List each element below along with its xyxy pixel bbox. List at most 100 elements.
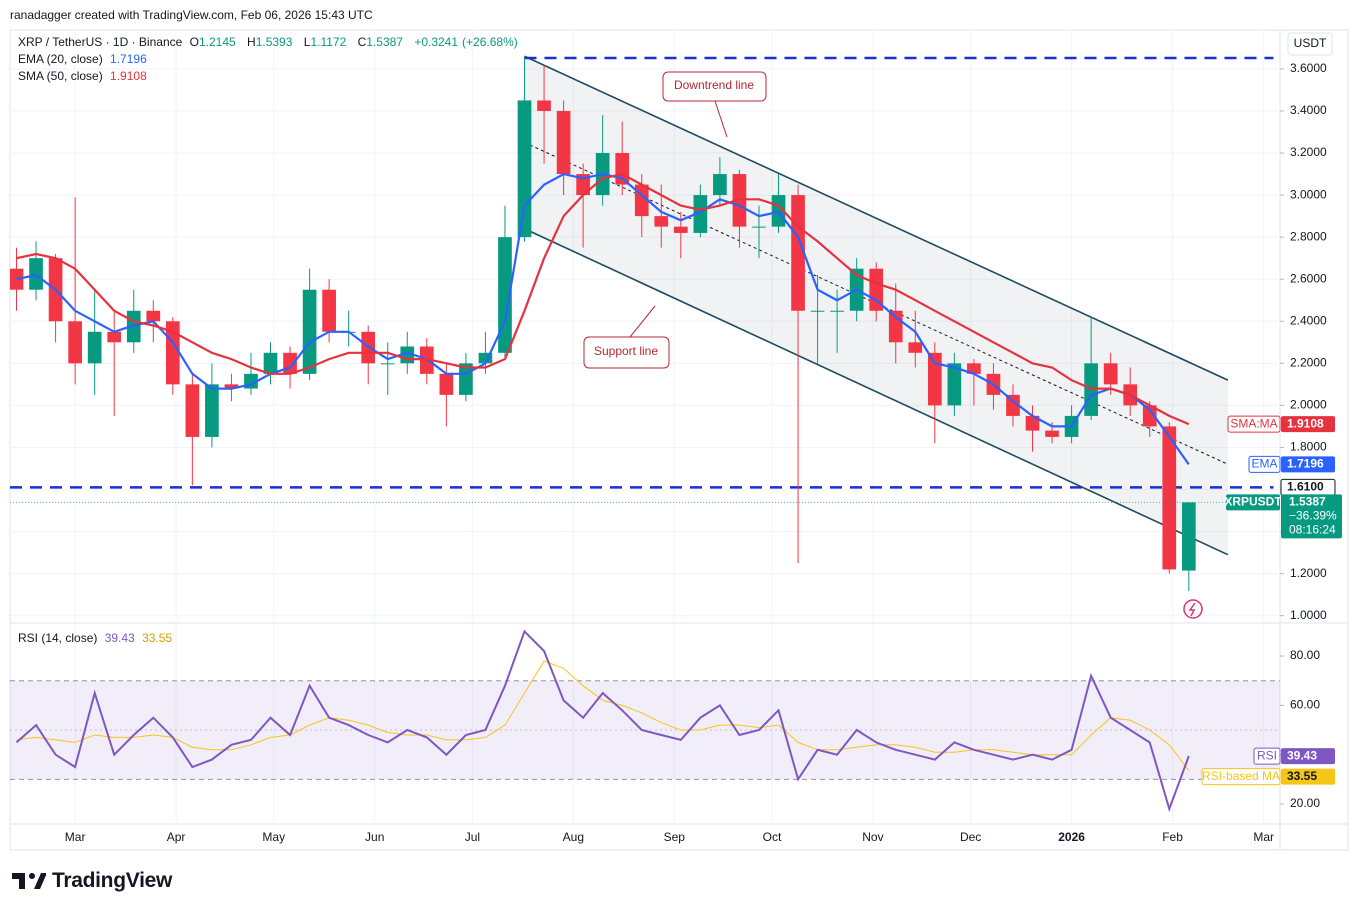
tag-name: SMA:MA <box>1230 416 1277 430</box>
tag-countdown: 08:16:24 <box>1289 523 1336 537</box>
candle-body <box>1025 415 1040 431</box>
callout-pointer <box>714 100 728 138</box>
y-tick-label: 3.4000 <box>1290 103 1327 117</box>
y-tick-label: 3.2000 <box>1290 145 1327 159</box>
candle-body <box>693 195 708 233</box>
tag-value-box <box>1281 456 1335 473</box>
candle-body <box>263 352 278 374</box>
tag-name: RSI <box>1257 748 1277 762</box>
candle-body <box>205 384 219 437</box>
tag-name: RSI-based MA <box>1202 769 1280 783</box>
y-tick-label: 2.8000 <box>1290 229 1327 243</box>
candle-body <box>322 289 336 332</box>
indicator-name: EMA (20, close) <box>18 52 103 66</box>
candle-body <box>380 363 395 365</box>
y-tick-label: 2.4000 <box>1290 313 1327 327</box>
tag-pct: −36.39% <box>1289 509 1337 523</box>
x-tick-label: Feb <box>1162 830 1183 844</box>
candle-body <box>1142 405 1157 427</box>
ohlc: H1.5393 <box>247 35 296 49</box>
callout-label: Support line <box>594 344 658 358</box>
logo-text: TradingView <box>52 869 173 892</box>
candle-body <box>869 268 884 311</box>
y-tick-label: 1.2000 <box>1290 566 1327 580</box>
x-tick-label: Apr <box>167 830 186 844</box>
rsi-tick-label: 20.00 <box>1290 796 1320 810</box>
tag-value-box <box>1281 494 1342 539</box>
candle-body <box>107 331 122 343</box>
tag-value: 39.43 <box>1287 748 1317 762</box>
logo[interactable]: TradingView <box>12 869 172 893</box>
indicator-name: RSI (14, close) <box>18 631 98 645</box>
y-tick-label: 1.0000 <box>1290 608 1327 622</box>
candle-body <box>1162 426 1177 570</box>
candle-body <box>947 363 962 406</box>
ohlc-value: 1.5387 <box>366 35 403 49</box>
x-tick-label: Oct <box>763 830 782 844</box>
y-tick-label: 3.0000 <box>1290 187 1327 201</box>
x-tick-label: Jun <box>365 830 384 844</box>
tag-name-box <box>1248 455 1281 473</box>
candle-body <box>1103 363 1118 385</box>
callout-box <box>662 71 767 102</box>
tag-name: EMA <box>1251 457 1277 471</box>
rsi-ma-line <box>16 660 1190 771</box>
event-icon[interactable] <box>1183 599 1203 619</box>
attribution: ranadagger created with TradingView.com,… <box>10 8 373 22</box>
ohlc-value: 1.2145 <box>198 35 236 49</box>
symbol-legend: XRP / TetherUS · 1D · Binance O1.2145 H1… <box>18 35 522 49</box>
y-tick-label: 2.2000 <box>1290 356 1327 370</box>
candle-body <box>478 352 493 364</box>
x-tick-label: Mar <box>65 830 86 844</box>
currency-box <box>1287 32 1333 56</box>
tag-value-box <box>1281 416 1335 433</box>
symbol: XRP / TetherUS · 1D · Binance <box>18 35 183 49</box>
indicator-line <box>16 172 1190 466</box>
tag-name-box <box>1227 415 1281 433</box>
y-tick-label: 2.6000 <box>1290 271 1327 285</box>
candle-body <box>146 310 161 322</box>
x-tick-label: 2026 <box>1058 830 1085 844</box>
change: +0.3241 <box>414 35 459 49</box>
rsi-line <box>15 629 1190 813</box>
ohlc-value: 1.1172 <box>310 35 347 49</box>
callout-label: Downtrend line <box>674 78 754 92</box>
candle-body <box>908 342 923 353</box>
candle-body <box>224 384 239 389</box>
ohlc-value: 1.5393 <box>255 35 293 49</box>
ohlc: O1.2145 <box>190 35 240 49</box>
y-tick-label: 3.6000 <box>1290 61 1327 75</box>
candle-body <box>810 310 825 312</box>
logo-mark <box>12 873 46 889</box>
change-pct: (+26.68%) <box>462 35 518 49</box>
rsi-tick-label: 80.00 <box>1290 648 1320 662</box>
candle-body <box>654 216 669 227</box>
candle-body <box>556 110 571 175</box>
candle-body <box>576 174 590 196</box>
tag-name-box <box>1226 494 1280 511</box>
ohlc-key: C <box>357 35 367 49</box>
x-tick-label: Jul <box>465 830 480 844</box>
candle-body <box>888 310 903 343</box>
candle-body <box>713 174 727 196</box>
x-tick-label: Dec <box>960 830 981 844</box>
candle-body <box>185 384 200 437</box>
tag-name: XRPUSDT <box>1224 495 1282 509</box>
x-tick-label: Aug <box>563 830 584 844</box>
tag-value: 1.6100 <box>1287 480 1324 494</box>
sma-legend: SMA (50, close) 1.9108 <box>18 69 151 83</box>
trend-line <box>524 55 1229 381</box>
frame <box>9 29 1349 851</box>
indicator-value: 1.9108 <box>110 69 147 83</box>
ohlc: C1.5387 <box>358 35 407 49</box>
candle-body <box>830 310 844 312</box>
tag-name-box <box>1201 768 1281 786</box>
ohlc-key: L <box>303 35 311 49</box>
y-tick-label: 1.8000 <box>1290 440 1327 454</box>
indicator-value: 33.55 <box>142 631 173 645</box>
candle-body <box>752 226 766 228</box>
candle-body <box>967 363 981 374</box>
ohlc-key: O <box>189 35 199 49</box>
